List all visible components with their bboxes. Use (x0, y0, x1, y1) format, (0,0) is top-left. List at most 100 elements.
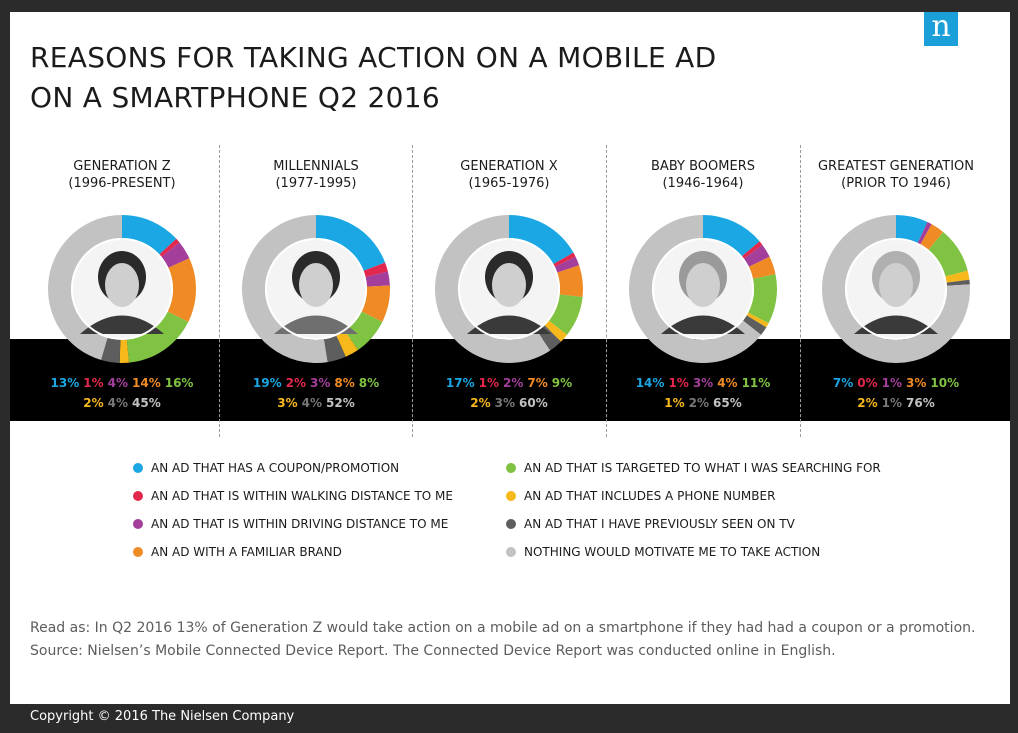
donut-slice-targeted (748, 274, 777, 324)
page-title: REASONS FOR TAKING ACTION ON A MOBILE AD… (30, 38, 716, 118)
legend-swatch (133, 463, 143, 473)
source-note: Source: Nielsen’s Mobile Connected Devic… (30, 643, 836, 659)
column-divider (606, 145, 607, 437)
portrait-photo (458, 238, 560, 340)
percent-label-coupon: 17% (445, 376, 475, 390)
legend-swatch (506, 491, 516, 501)
generation-label: GREATEST GENERATION (PRIOR TO 1946) (799, 158, 993, 192)
read-as-note: Read as: In Q2 2016 13% of Generation Z … (30, 620, 976, 636)
generation-label: MILLENNIALS (1977-1995) (219, 158, 413, 192)
generation-years: (1965-1976) (468, 176, 550, 191)
donut-slice-nothing (48, 215, 123, 360)
donut-slice-driving (161, 242, 190, 268)
donut-slice-phone (119, 339, 130, 363)
donut-slice-coupon (122, 215, 177, 255)
donut-slice-brand (361, 285, 391, 322)
percent-label-nothing: 76% (906, 396, 935, 410)
legend-item-coupon: AN AD THAT HAS A COUPON/PROMOTION (133, 461, 399, 475)
donut-slice-coupon (509, 215, 574, 264)
percent-label-targeted: 8% (358, 376, 380, 390)
percent-row: 17% 1% 2% 7% 9% (412, 376, 606, 390)
percent-label-tv: 2% (688, 396, 709, 410)
legend-swatch (133, 547, 143, 557)
legend-label: AN AD THAT IS WITHIN DRIVING DISTANCE TO… (151, 517, 449, 531)
percent-label-coupon: 14% (635, 376, 665, 390)
percent-label-nothing: 65% (713, 396, 742, 410)
donut-slice-nothing (435, 215, 551, 363)
donut-slice-phone (544, 320, 568, 342)
legend-item-walking: AN AD THAT IS WITHIN WALKING DISTANCE TO… (133, 489, 453, 503)
percent-label-walking: 1% (668, 376, 689, 390)
percent-label-targeted: 10% (930, 376, 960, 390)
donut-slice-coupon (896, 215, 928, 243)
percent-label-targeted: 11% (741, 376, 771, 390)
title-line-1: REASONS FOR TAKING ACTION ON A MOBILE AD (30, 41, 717, 74)
percent-label-phone: 2% (857, 396, 878, 410)
column-divider (412, 145, 413, 437)
donut-slice-tv (743, 315, 767, 335)
percent-label-phone: 1% (664, 396, 685, 410)
portrait-photo (265, 238, 367, 340)
donut-slice-phone (336, 331, 358, 357)
percent-label-phone: 3% (277, 396, 298, 410)
generation-label: GENERATION Z (1996-PRESENT) (25, 158, 219, 192)
percent-label-walking: 1% (83, 376, 104, 390)
percent-row: 14% 1% 3% 4% 11% (606, 376, 800, 390)
percent-label-phone: 2% (83, 396, 104, 410)
legend-label: AN AD THAT IS TARGETED TO WHAT I WAS SEA… (524, 461, 881, 475)
percent-label-brand: 3% (906, 376, 927, 390)
percent-label-driving: 4% (107, 376, 128, 390)
donut-slice-targeted (928, 231, 968, 277)
percent-label-nothing: 60% (519, 396, 548, 410)
donut-slice-nothing (241, 215, 328, 363)
generation-years: (1977-1995) (275, 176, 357, 191)
percent-label-tv: 4% (301, 396, 322, 410)
generation-name: BABY BOOMERS (651, 159, 755, 174)
donut-slice-phone (945, 270, 970, 283)
percent-label-tv: 4% (107, 396, 128, 410)
generation-name: GENERATION X (460, 159, 558, 174)
donut-slice-targeted (126, 311, 189, 363)
donut-slice-phone (746, 312, 769, 328)
donut-slice-walking (159, 238, 180, 257)
percent-label-targeted: 9% (551, 376, 573, 390)
donut-slice-targeted (344, 311, 383, 350)
donut-slice-brand (557, 265, 583, 298)
legend-item-tv: AN AD THAT I HAVE PREVIOUSLY SEEN ON TV (506, 517, 795, 531)
generation-name: GREATEST GENERATION (817, 159, 975, 174)
percent-row: 3% 4% 52% (219, 396, 413, 410)
percent-label-walking: 0% (857, 376, 878, 390)
percent-label-driving: 3% (309, 376, 331, 390)
percent-label-nothing: 52% (326, 396, 355, 410)
donut-slice-driving (554, 256, 580, 273)
percent-label-phone: 2% (470, 396, 491, 410)
generation-years: (1946-1964) (662, 176, 744, 191)
percent-label-tv: 1% (881, 396, 902, 410)
percent-label-brand: 7% (527, 376, 548, 390)
legend-item-nothing: NOTHING WOULD MOTIVATE ME TO TAKE ACTION (506, 545, 820, 559)
legend-label: AN AD THAT IS WITHIN WALKING DISTANCE TO… (151, 489, 453, 503)
donut-slice-targeted (549, 294, 583, 335)
donut-slice-brand (748, 256, 776, 279)
legend-item-brand: AN AD WITH A FAMILIAR BRAND (133, 545, 342, 559)
percent-row: 2% 1% 76% (799, 396, 993, 410)
generation-name: GENERATION Z (73, 159, 171, 174)
legend-label: AN AD THAT INCLUDES A PHONE NUMBER (524, 489, 776, 503)
percent-label-walking: 2% (285, 376, 306, 390)
donut-slice-nothing (821, 215, 970, 363)
percent-label-driving: 2% (502, 376, 524, 390)
percent-row: 2% 4% 45% (25, 396, 219, 410)
infographic-card: n REASONS FOR TAKING ACTION ON A MOBILE … (10, 12, 1010, 704)
donut-slice-coupon (316, 215, 386, 271)
generation-years: (PRIOR TO 1946) (841, 176, 951, 191)
percent-label-driving: 3% (692, 376, 714, 390)
donut-slice-coupon (703, 215, 760, 257)
percent-row: 19% 2% 3% 8% 8% (219, 376, 413, 390)
donut-slice-driving (365, 271, 390, 287)
donut-slice-walking (742, 241, 763, 259)
legend-swatch (506, 519, 516, 529)
percent-label-driving: 1% (881, 376, 902, 390)
legend-label: AN AD THAT I HAVE PREVIOUSLY SEEN ON TV (524, 517, 795, 531)
donut-slice-tv (946, 279, 970, 286)
legend-swatch (506, 547, 516, 557)
